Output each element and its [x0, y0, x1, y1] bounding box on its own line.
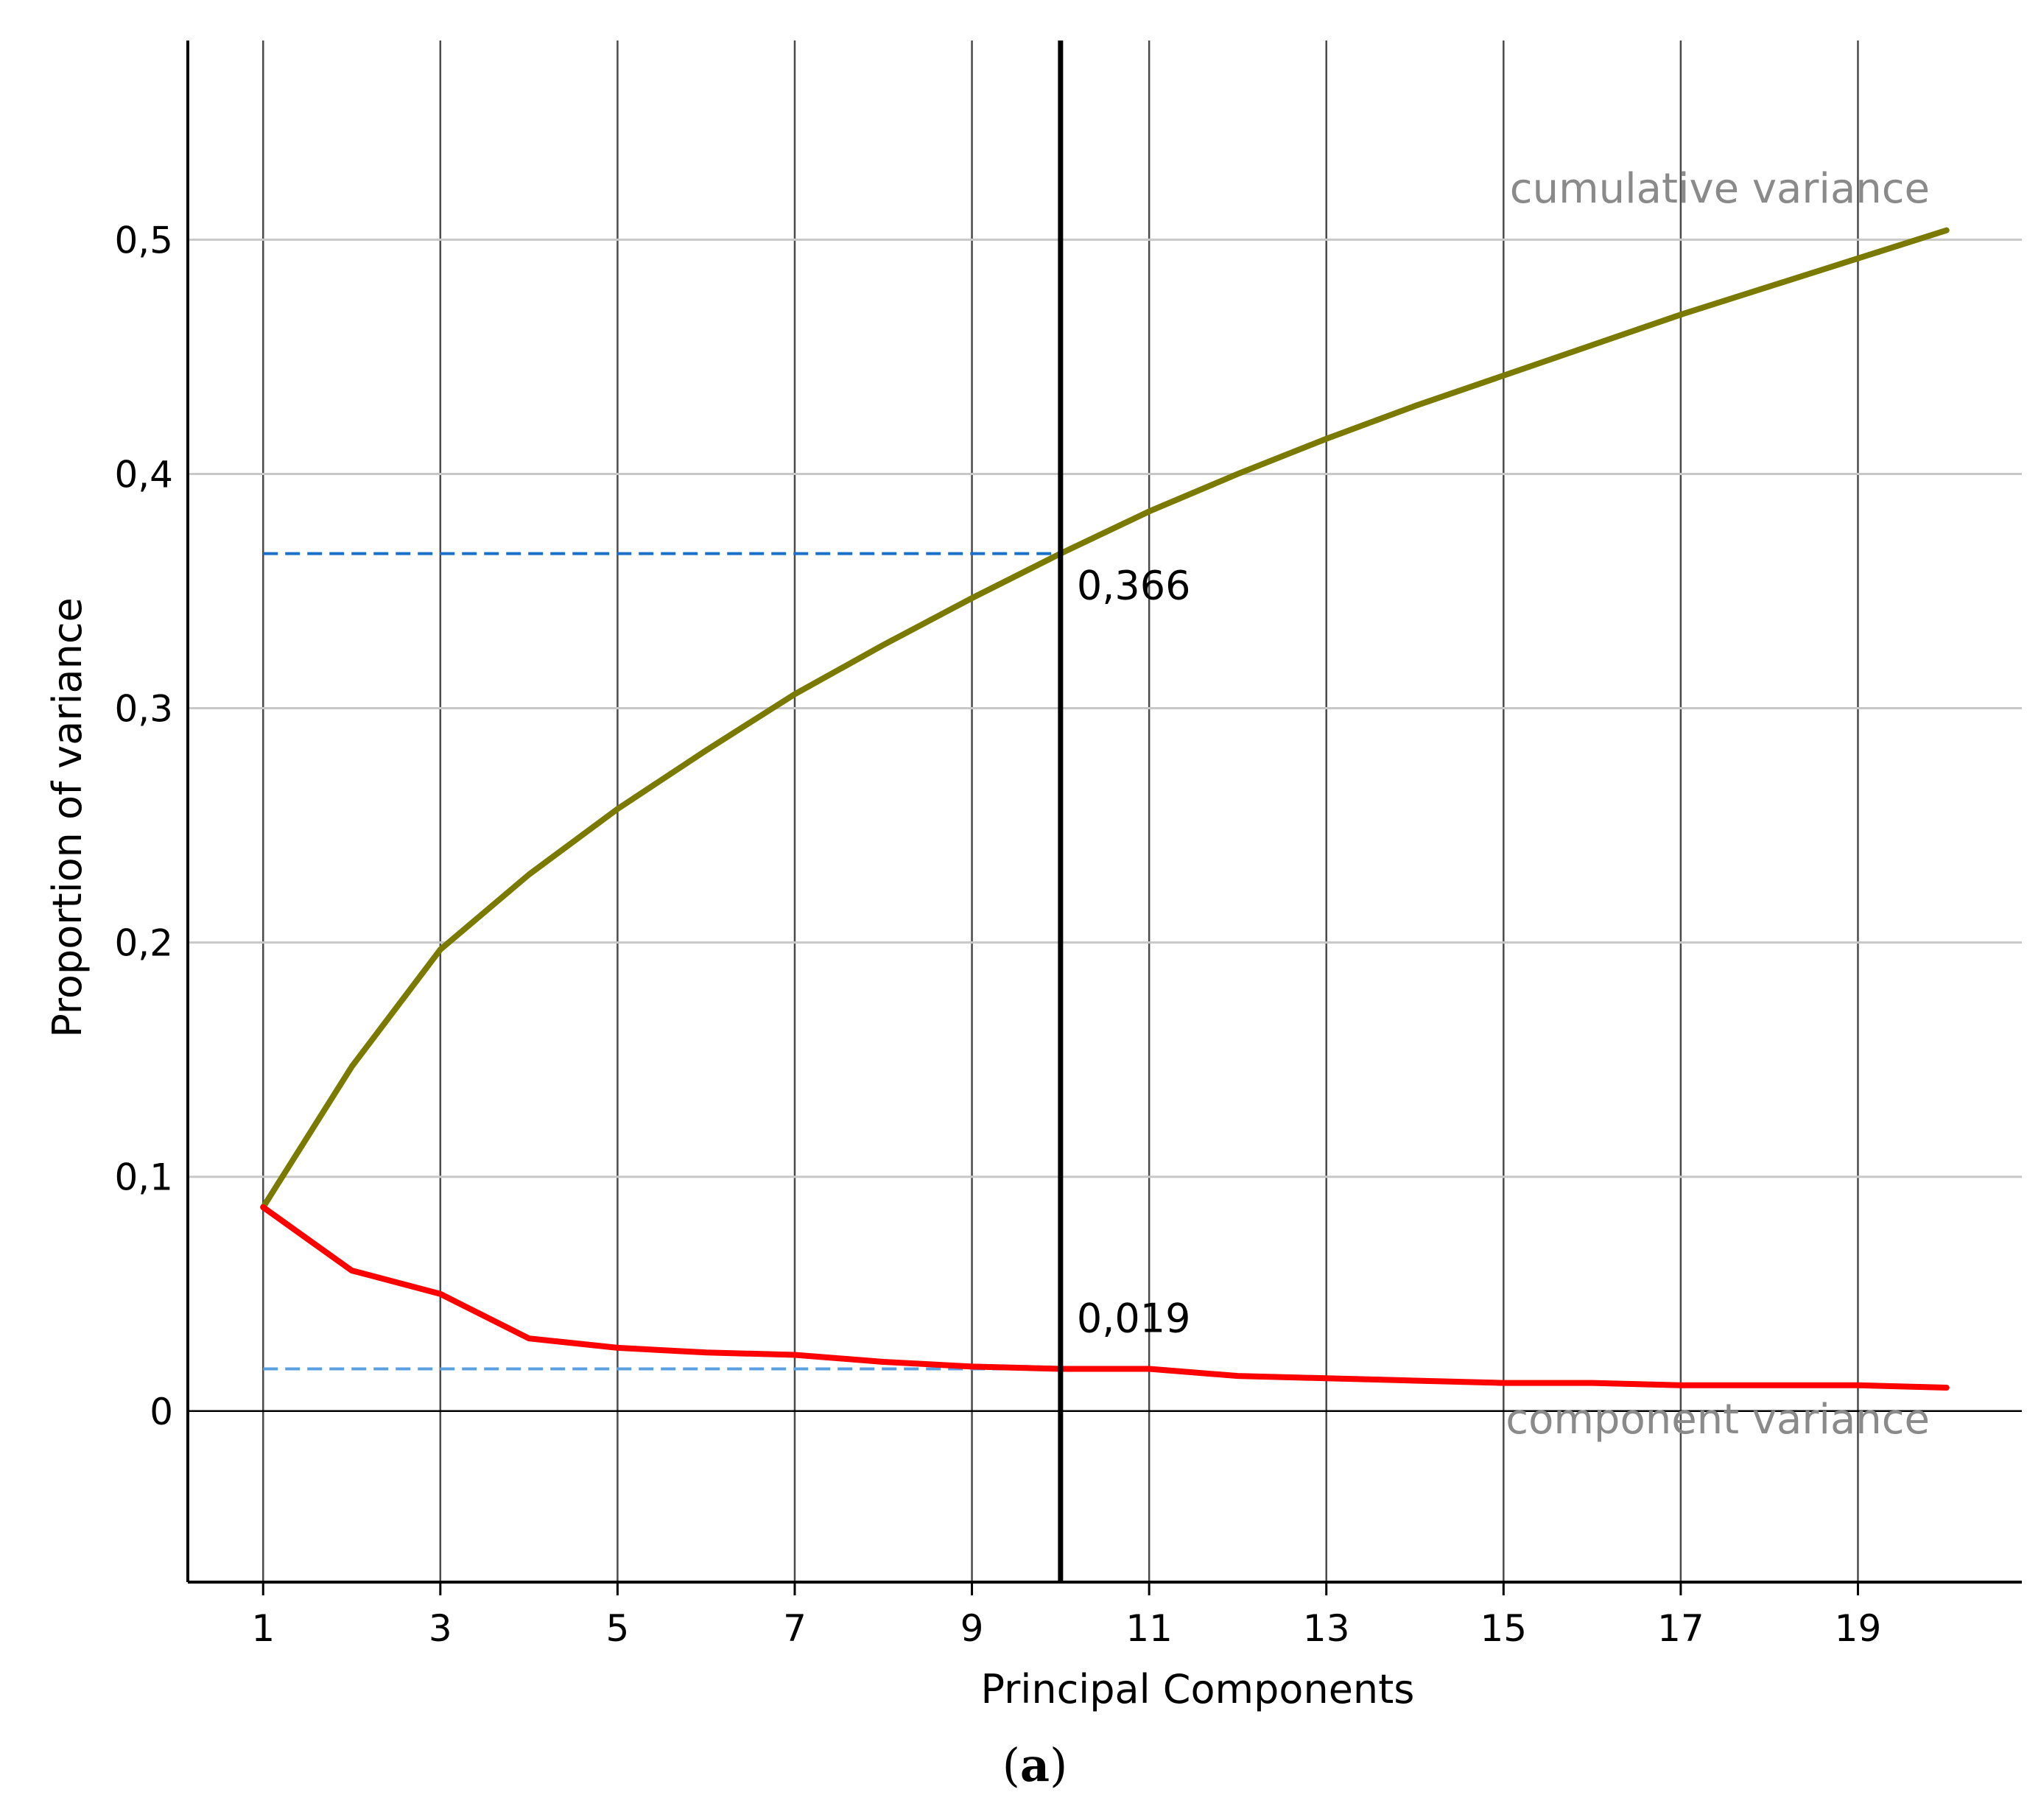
x-tick-label: 1 — [251, 1607, 275, 1650]
x-tick-label: 13 — [1303, 1607, 1350, 1650]
grid-lines — [188, 41, 2022, 1582]
x-tick-label: 7 — [783, 1607, 807, 1650]
x-tick-label: 5 — [605, 1607, 629, 1650]
reference-lines — [263, 552, 1061, 1371]
x-tick-label: 3 — [429, 1607, 452, 1650]
x-tick-label: 19 — [1835, 1607, 1882, 1650]
y-tick-label: 0,4 — [114, 453, 173, 496]
x-tick-label: 15 — [1480, 1607, 1527, 1650]
series-line-1 — [260, 1204, 1950, 1391]
x-tick-label: 9 — [960, 1607, 984, 1650]
y-tick-label: 0 — [150, 1391, 173, 1433]
x-tick-label: 11 — [1125, 1607, 1173, 1650]
y-tick-label: 0,1 — [114, 1156, 173, 1199]
series-label-cumulative: cumulative variance — [1510, 165, 1930, 213]
y-tick-label: 0,3 — [114, 688, 173, 731]
x-tick-label: 17 — [1657, 1607, 1704, 1650]
figure-caption: (a) — [1002, 1738, 1068, 1792]
y-axis-title: Proportion of variance — [44, 597, 91, 1037]
caption-letter: a — [1020, 1738, 1050, 1792]
axes — [186, 41, 2022, 1584]
annotations: 0,366 0,019 — [1077, 563, 1191, 1342]
series-line-0 — [260, 227, 1950, 1211]
x-axis-title: Principal Components — [981, 1666, 1415, 1712]
y-tick-label: 0,5 — [114, 219, 173, 261]
series-lines — [260, 227, 1950, 1391]
y-tick-label: 0,2 — [114, 922, 173, 965]
annotation-label: 0,019 — [1077, 1296, 1191, 1342]
annotation-label: 0,366 — [1077, 563, 1191, 609]
series-label-component: component variance — [1506, 1396, 1930, 1444]
